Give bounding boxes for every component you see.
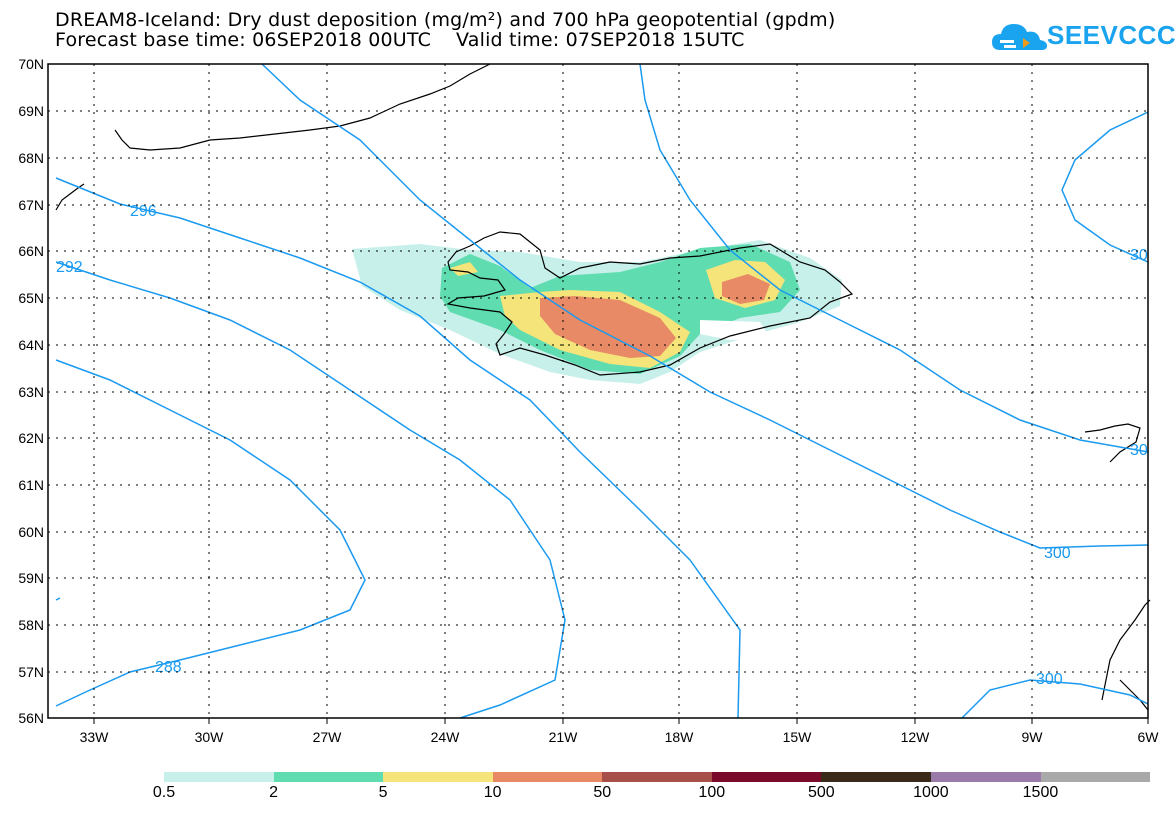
- map-frame: [47, 63, 1149, 719]
- logo-text: SEEVCCC: [1047, 20, 1175, 50]
- coastlines: [55, 63, 1151, 711]
- contour-label-300-b: 300: [1036, 671, 1063, 688]
- cloud-icon: [992, 24, 1047, 50]
- lon-label: 18W: [665, 729, 695, 745]
- lat-label: 70N: [18, 56, 44, 72]
- colorbar-segment: [273, 772, 384, 782]
- colorbar-label: 10: [483, 784, 502, 801]
- lat-label: 69N: [18, 103, 44, 119]
- colorbar-segment: [164, 772, 274, 782]
- colorbar-label: 50: [593, 784, 612, 801]
- colorbar-label: 1500: [1022, 784, 1059, 801]
- colorbar-label: 2: [269, 784, 278, 801]
- contour-label-288: 288: [155, 659, 182, 676]
- colorbar-label: 5: [378, 784, 388, 801]
- lat-label: 58N: [18, 617, 44, 633]
- colorbar: [164, 772, 1151, 782]
- lat-label: 67N: [18, 197, 44, 213]
- lon-label: 21W: [549, 729, 579, 745]
- contour-label-group: 296 292 288 300 300 300 30 30: [56, 203, 1148, 688]
- lat-label: 66N: [18, 243, 44, 259]
- colorbar-segment: [1040, 772, 1151, 782]
- geopotential-contours: [55, 63, 1149, 719]
- colorbar-segment: [821, 772, 931, 782]
- lon-label: 24W: [431, 729, 461, 745]
- colorbar-label: 1000: [913, 784, 949, 801]
- tick-marks: [93, 718, 1149, 724]
- lat-label: 61N: [18, 477, 44, 493]
- lon-label: 15W: [783, 729, 813, 745]
- lon-label: 33W: [80, 729, 110, 745]
- colorbar-label: 0.5: [152, 784, 176, 801]
- title-line-2: Forecast base time: 06SEP2018 00UTC Vali…: [55, 29, 745, 51]
- lat-label: 65N: [18, 290, 44, 306]
- lat-label: 56N: [18, 710, 44, 726]
- lon-label: 12W: [901, 729, 931, 745]
- longitude-labels: 33W 30W 27W 24W 21W 18W 15W 12W 9W 6W: [80, 729, 1160, 745]
- dust-deposition-shading: [352, 240, 842, 384]
- latitude-labels: 70N 69N 68N 67N 66N 65N 64N 63N 62N 61N …: [18, 56, 44, 726]
- lat-label: 57N: [18, 664, 44, 680]
- colorbar-segment: [602, 772, 712, 782]
- contour-label-292: 292: [56, 259, 83, 276]
- contour-label-300-a: 300: [1044, 545, 1071, 562]
- colorbar-segment: [930, 772, 1041, 782]
- title-line-1: DREAM8-Iceland: Dry dust deposition (mg/…: [55, 9, 836, 31]
- colorbar-segment: [492, 772, 603, 782]
- lon-label: 30W: [195, 729, 225, 745]
- lon-label: 6W: [1138, 729, 1160, 745]
- colorbar-label: 100: [698, 784, 726, 801]
- contour-label-296: 296: [130, 203, 157, 220]
- lat-label: 68N: [18, 150, 44, 166]
- colorbar-label: 500: [807, 784, 835, 801]
- colorbar-segment: [711, 772, 822, 782]
- graticule: [48, 64, 1148, 718]
- seevccc-logo: SEEVCCC: [990, 18, 1175, 58]
- contour-label-30-b: 30: [1130, 442, 1148, 459]
- contour-label-30-a: 30: [1130, 247, 1148, 264]
- lat-label: 59N: [18, 570, 44, 586]
- lat-label: 60N: [18, 524, 44, 540]
- lon-label: 9W: [1022, 729, 1044, 745]
- lon-label: 27W: [313, 729, 343, 745]
- lat-label: 63N: [18, 384, 44, 400]
- lat-label: 64N: [18, 337, 44, 353]
- lat-label: 62N: [18, 430, 44, 446]
- colorbar-segment: [383, 772, 493, 782]
